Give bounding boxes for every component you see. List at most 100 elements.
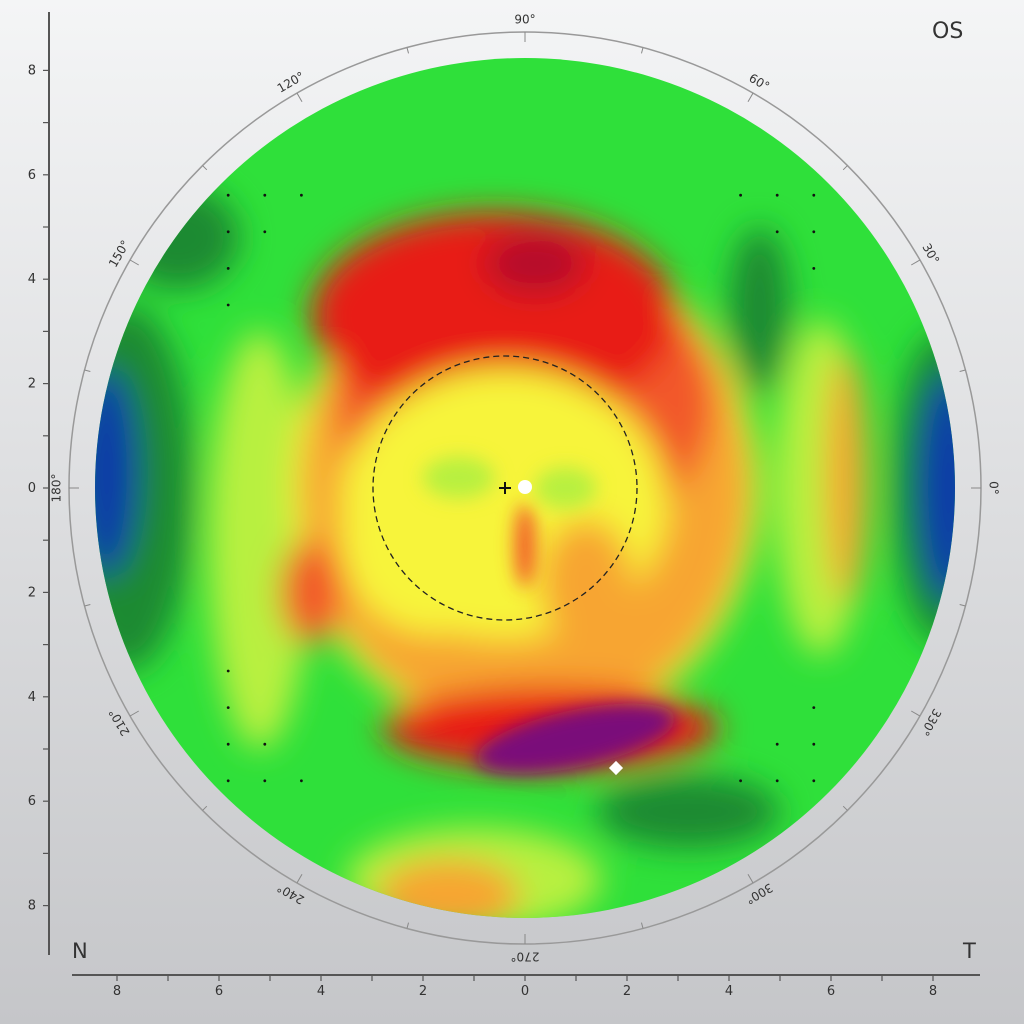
- map-region: [596, 775, 780, 849]
- map-region: [423, 456, 495, 499]
- ring-tick: [406, 47, 410, 54]
- map-region: [825, 352, 867, 603]
- ring-tick: [129, 710, 140, 717]
- ring-tick: [747, 92, 754, 103]
- pupil-center-icon: [499, 482, 511, 494]
- angle-label: 0°: [987, 481, 1001, 495]
- temporal-label: T: [962, 939, 976, 963]
- grid-dot: [226, 230, 230, 234]
- y-tick-label: 6: [28, 794, 36, 809]
- map-region: [729, 227, 791, 395]
- grid-dot: [263, 230, 267, 234]
- ring-tick: [959, 603, 966, 607]
- grid-dot: [775, 193, 779, 197]
- y-tick-label: 4: [28, 690, 36, 705]
- map-region: [514, 503, 536, 588]
- nasal-label: N: [72, 939, 88, 963]
- map-detail-layers: [423, 456, 676, 774]
- ring-tick: [640, 47, 644, 54]
- y-tick-label: 8: [28, 899, 36, 914]
- angle-label: 90°: [514, 13, 535, 27]
- grid-dot: [263, 742, 267, 746]
- grid-dot: [812, 193, 816, 197]
- grid-dot: [300, 779, 303, 783]
- map-region: [208, 331, 311, 749]
- grid-dot: [226, 779, 230, 783]
- x-tick-label: 8: [113, 984, 121, 999]
- angle-label: 30°: [919, 241, 942, 266]
- angle-label: 270°: [511, 950, 540, 964]
- grid-dot: [226, 706, 230, 709]
- grid-dot: [812, 706, 816, 709]
- pupil-circle: [372, 355, 638, 621]
- grid-dot: [263, 193, 267, 197]
- grid-dot: [812, 267, 816, 270]
- ring-tick: [202, 165, 208, 171]
- ring-tick: [747, 873, 754, 884]
- angle-label: 210°: [106, 706, 133, 738]
- angle-label: 300°: [743, 880, 775, 907]
- thinnest-point-marker: [608, 760, 624, 776]
- map-region: [95, 367, 138, 577]
- grid-dot: [775, 742, 779, 746]
- angle-label: 150°: [106, 238, 133, 270]
- ring-tick: [406, 922, 410, 929]
- ring-tick: [959, 369, 966, 373]
- y-tick-label: 2: [28, 377, 36, 392]
- x-tick-label: 0: [521, 984, 529, 999]
- y-axis: 8 6 4 2 0 2 4 6 8: [28, 12, 50, 955]
- map-region: [917, 373, 955, 603]
- map-region: [280, 540, 342, 645]
- x-tick-label: 6: [215, 984, 223, 999]
- grid-dot: [263, 779, 267, 783]
- ring-tick: [842, 165, 848, 171]
- color-map: [95, 58, 955, 918]
- grid-dot: [812, 230, 816, 234]
- angle-label: 180°: [50, 474, 64, 503]
- grid-dot: [812, 779, 816, 783]
- x-tick-label: 4: [725, 984, 733, 999]
- ring-tick: [202, 805, 208, 811]
- map-layers: [95, 185, 955, 918]
- y-tick-label: 2: [28, 585, 36, 600]
- map-region: [117, 185, 240, 290]
- grid-dot: [226, 669, 230, 673]
- ring-tick: [84, 369, 91, 373]
- grid-dot: [226, 742, 230, 746]
- x-tick-label: 2: [419, 984, 427, 999]
- map-region: [535, 467, 597, 509]
- grid-dot: [775, 779, 779, 783]
- map-region: [377, 858, 520, 918]
- grid-dot: [226, 303, 230, 307]
- angle-label: 330°: [917, 706, 944, 738]
- apex-marker: [518, 480, 532, 494]
- grid-dots: [226, 193, 816, 783]
- ring-tick: [640, 922, 644, 929]
- ring-tick: [842, 805, 848, 811]
- x-tick-label: 8: [929, 984, 937, 999]
- grid-dot: [812, 742, 816, 746]
- map-region: [476, 703, 676, 774]
- ring-tick: [296, 92, 303, 103]
- x-tick-label: 2: [623, 984, 631, 999]
- angle-label: 120°: [275, 69, 307, 96]
- grid-dot: [739, 193, 742, 197]
- y-tick-label: 8: [28, 63, 36, 78]
- grid-dot: [739, 779, 742, 783]
- x-tick-label: 4: [317, 984, 325, 999]
- ring-tick: [296, 873, 303, 884]
- x-axis: 8 6 4 2 0 2 4 6 8: [72, 974, 980, 999]
- angle-label: 240°: [275, 880, 307, 907]
- grid-dot: [300, 193, 303, 197]
- y-tick-label: 6: [28, 168, 36, 183]
- y-tick-label: 4: [28, 272, 36, 287]
- grid-dot: [226, 193, 230, 197]
- eye-label: OS: [932, 19, 963, 44]
- grid-dot: [775, 230, 779, 234]
- ring-ticks: [69, 32, 981, 944]
- map-region: [540, 519, 633, 645]
- y-tick-label: 0: [28, 481, 36, 496]
- ring-tick: [129, 259, 140, 266]
- x-tick-label: 6: [827, 984, 835, 999]
